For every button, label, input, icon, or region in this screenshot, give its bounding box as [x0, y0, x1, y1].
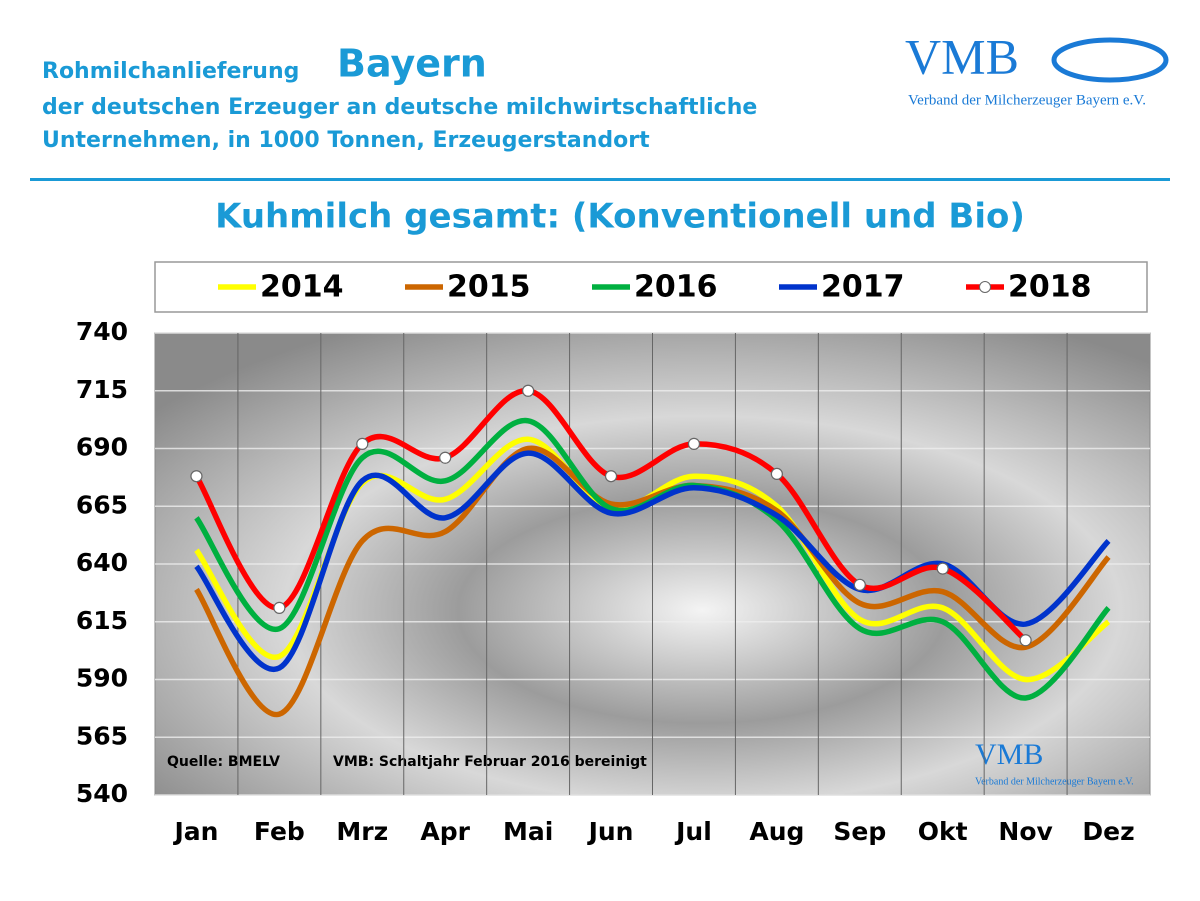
data-point	[356, 437, 369, 450]
logo-caption: Verband der Milcherzeuger Bayern e.V.	[908, 92, 1146, 108]
legend-label: 2014	[260, 270, 344, 305]
x-tick-label: Sep	[833, 817, 886, 846]
data-point	[770, 467, 783, 481]
x-tick-label: Nov	[998, 817, 1052, 846]
data-point	[1019, 634, 1032, 647]
x-tick-label: Dez	[1082, 817, 1134, 846]
x-tick-label: Jan	[172, 817, 218, 846]
title-prefix: Rohmilchanlieferung	[42, 59, 299, 84]
data-point	[604, 470, 618, 483]
series-line	[194, 445, 1111, 717]
y-tick-label: 640	[76, 548, 128, 577]
watermark-logo: VMB	[975, 738, 1043, 771]
legend-label: 2017	[821, 270, 905, 305]
x-tick-label: Feb	[254, 817, 305, 846]
y-tick-label: 590	[76, 664, 128, 693]
annotation: VMB: Schaltjahr Februar 2016 bereinigt	[333, 754, 647, 770]
y-tick-label: 565	[76, 721, 128, 750]
y-tick-label: 690	[76, 433, 128, 462]
y-tick-label: 540	[76, 779, 128, 808]
logo-icon	[1051, 37, 1169, 83]
series-line	[194, 450, 1111, 673]
subtitle: Unternehmen, in 1000 Tonnen, Erzeugersta…	[42, 128, 650, 153]
title-region: Bayern	[337, 42, 487, 86]
series-line	[194, 387, 1028, 643]
annotation: Quelle: BMELV	[167, 754, 280, 770]
data-point	[190, 470, 203, 483]
y-tick-label: 715	[76, 375, 128, 404]
y-tick-label: 740	[76, 317, 128, 346]
x-tick-label: Aug	[749, 817, 804, 846]
data-point	[273, 601, 286, 614]
x-tick-label: Mai	[503, 817, 553, 846]
divider	[30, 178, 1170, 181]
legend-label: 2015	[447, 270, 531, 305]
logo-name: VMB	[905, 28, 1019, 84]
y-tick-label: 615	[76, 606, 128, 635]
x-tick-label: Jun	[587, 817, 634, 846]
x-tick-label: Mrz	[336, 817, 388, 846]
x-tick-label: Okt	[918, 817, 968, 846]
x-tick-label: Apr	[420, 817, 470, 846]
legend-marker	[979, 281, 991, 293]
x-tick-label: Jul	[674, 817, 712, 846]
data-point	[936, 562, 949, 575]
data-point	[522, 384, 535, 397]
legend-label: 2018	[1008, 270, 1092, 305]
subtitle: der deutschen Erzeuger an deutsche milch…	[42, 95, 757, 120]
data-point	[439, 451, 452, 464]
y-tick-label: 665	[76, 490, 128, 519]
chart-title: Kuhmilch gesamt: (Konventionell und Bio)	[215, 197, 1025, 237]
data-point	[853, 578, 866, 591]
watermark-caption: Verband der Milcherzeuger Bayern e.V.	[975, 776, 1134, 787]
legend-label: 2016	[634, 270, 718, 305]
data-point	[687, 437, 701, 450]
